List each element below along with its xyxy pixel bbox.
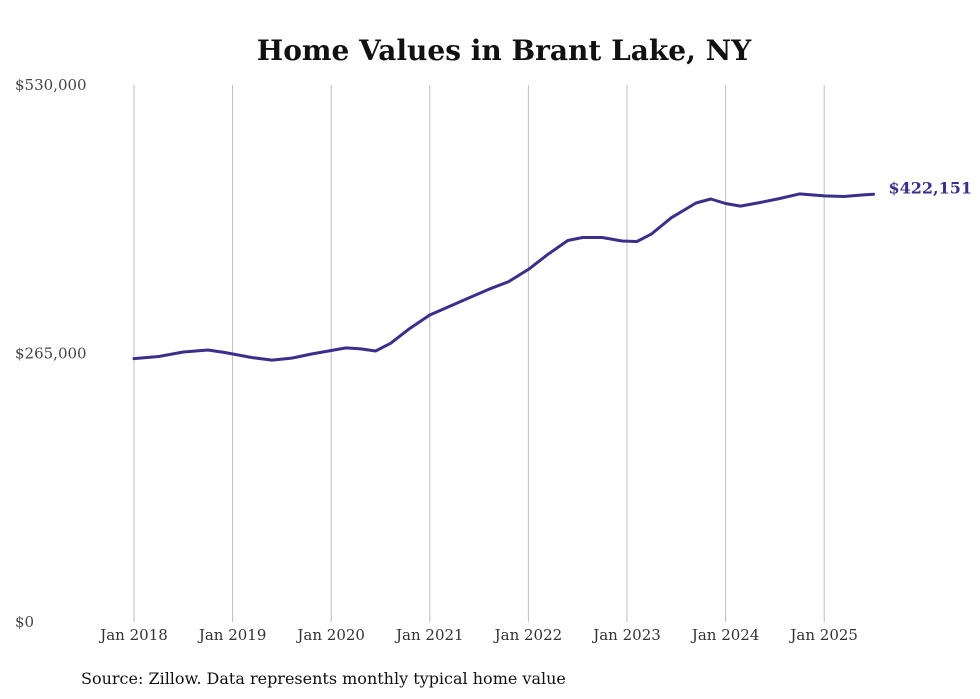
- series-layer: $422,151: [132, 178, 973, 362]
- x-tick-label: Jan 2021: [394, 626, 464, 644]
- x-tick-label: Jan 2018: [98, 626, 168, 644]
- y-tick-label: $530,000: [15, 76, 87, 94]
- y-tick-label: $0: [15, 613, 34, 631]
- x-tick-label: Jan 2022: [493, 626, 563, 644]
- y-axis: $0 $265,000 $530,000: [15, 76, 87, 631]
- x-axis: Jan 2018 Jan 2019 Jan 2020 Jan 2021 Jan 2022…: [98, 626, 858, 644]
- x-tick-label: Jan 2024: [690, 626, 760, 644]
- x-tick-label: Jan 2020: [295, 626, 365, 644]
- x-tick-label: Jan 2025: [788, 626, 858, 644]
- y-tick-label: $265,000: [15, 345, 87, 363]
- chart-title: Home Values in Brant Lake, NY: [257, 34, 752, 67]
- end-value-label: $422,151: [889, 178, 973, 197]
- grid-lines: [133, 85, 825, 622]
- x-tick-label: Jan 2019: [197, 626, 267, 644]
- series-line: [132, 192, 875, 362]
- source-note: Source: Zillow. Data represents monthly …: [81, 669, 566, 688]
- x-tick-label: Jan 2023: [591, 626, 661, 644]
